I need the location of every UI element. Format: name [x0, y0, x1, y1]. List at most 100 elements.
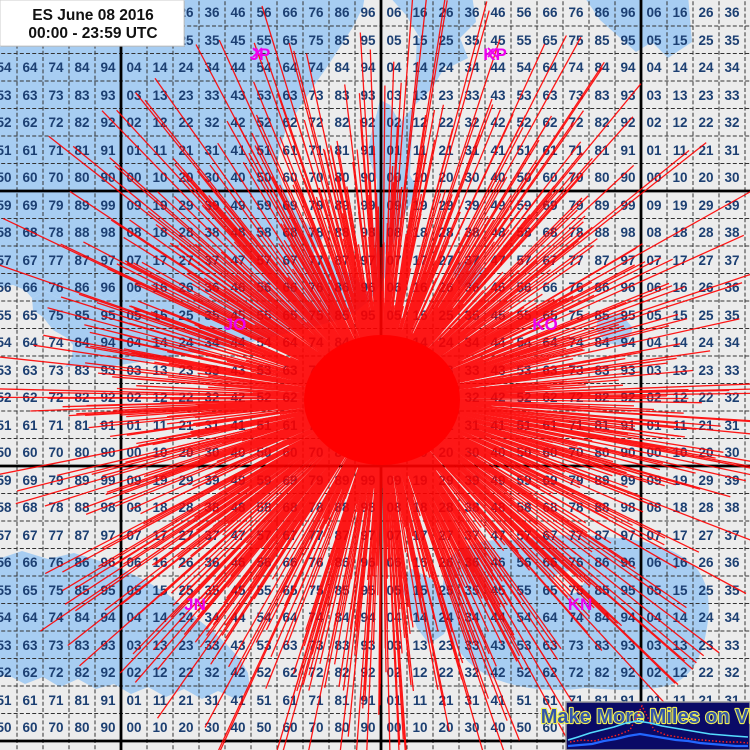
svg-text:83: 83 — [594, 88, 610, 103]
svg-text:27: 27 — [698, 528, 713, 543]
svg-text:64: 64 — [22, 610, 38, 625]
svg-text:22: 22 — [698, 115, 713, 130]
svg-text:17: 17 — [672, 253, 687, 268]
svg-text:50: 50 — [256, 720, 271, 735]
svg-text:56: 56 — [0, 280, 12, 295]
svg-text:16: 16 — [672, 5, 688, 20]
svg-text:31: 31 — [724, 143, 740, 158]
svg-text:26: 26 — [698, 5, 714, 20]
svg-text:67: 67 — [22, 528, 37, 543]
svg-text:35: 35 — [724, 33, 740, 48]
svg-text:11: 11 — [413, 693, 428, 708]
svg-text:73: 73 — [48, 363, 64, 378]
svg-text:55: 55 — [516, 33, 532, 48]
svg-text:29: 29 — [178, 198, 193, 213]
svg-text:59: 59 — [0, 473, 12, 488]
svg-text:22: 22 — [698, 665, 713, 680]
svg-text:53: 53 — [0, 638, 12, 653]
svg-text:03: 03 — [126, 638, 142, 653]
svg-text:60: 60 — [22, 445, 37, 460]
svg-text:KO: KO — [532, 315, 558, 334]
svg-text:64: 64 — [542, 610, 558, 625]
svg-text:80: 80 — [594, 170, 609, 185]
svg-text:93: 93 — [620, 638, 636, 653]
svg-text:56: 56 — [516, 5, 532, 20]
svg-text:50: 50 — [0, 445, 12, 460]
svg-text:66: 66 — [542, 5, 558, 20]
svg-text:71: 71 — [308, 693, 324, 708]
svg-text:64: 64 — [22, 335, 38, 350]
svg-text:51: 51 — [256, 693, 272, 708]
svg-text:58: 58 — [0, 225, 12, 240]
svg-text:02: 02 — [646, 115, 661, 130]
svg-text:10: 10 — [152, 170, 167, 185]
svg-text:60: 60 — [542, 170, 557, 185]
svg-text:65: 65 — [22, 583, 38, 598]
svg-text:91: 91 — [620, 143, 636, 158]
svg-text:70: 70 — [48, 445, 63, 460]
svg-text:13: 13 — [672, 363, 688, 378]
svg-text:21: 21 — [698, 143, 714, 158]
svg-text:15: 15 — [412, 33, 428, 48]
svg-text:13: 13 — [152, 88, 168, 103]
svg-text:95: 95 — [620, 33, 636, 48]
svg-text:52: 52 — [0, 115, 12, 130]
svg-text:36: 36 — [724, 555, 740, 570]
svg-text:70: 70 — [308, 720, 323, 735]
svg-text:82: 82 — [334, 115, 349, 130]
svg-text:33: 33 — [724, 638, 740, 653]
svg-text:34: 34 — [724, 335, 740, 350]
svg-text:32: 32 — [724, 115, 739, 130]
svg-text:23: 23 — [698, 88, 714, 103]
svg-text:68: 68 — [22, 500, 38, 515]
svg-text:90: 90 — [620, 170, 635, 185]
svg-text:64: 64 — [22, 60, 38, 75]
svg-text:14: 14 — [672, 60, 688, 75]
svg-text:14: 14 — [152, 60, 168, 75]
svg-text:71: 71 — [48, 143, 64, 158]
svg-text:05: 05 — [386, 33, 402, 48]
svg-text:66: 66 — [22, 555, 38, 570]
svg-text:12: 12 — [152, 665, 167, 680]
svg-text:33: 33 — [724, 88, 740, 103]
svg-text:84: 84 — [74, 60, 90, 75]
svg-text:06: 06 — [386, 5, 402, 20]
svg-text:66: 66 — [542, 280, 558, 295]
svg-text:24: 24 — [698, 335, 714, 350]
svg-text:82: 82 — [594, 115, 609, 130]
svg-text:54: 54 — [0, 335, 12, 350]
svg-text:31: 31 — [204, 693, 220, 708]
svg-text:04: 04 — [646, 60, 662, 75]
svg-text:71: 71 — [48, 693, 64, 708]
svg-text:50: 50 — [0, 170, 12, 185]
svg-text:66: 66 — [282, 5, 298, 20]
svg-text:94: 94 — [100, 60, 116, 75]
svg-text:43: 43 — [230, 88, 246, 103]
svg-text:82: 82 — [74, 115, 89, 130]
svg-text:69: 69 — [22, 198, 37, 213]
svg-text:75: 75 — [308, 33, 324, 48]
svg-text:88: 88 — [594, 225, 610, 240]
svg-text:20: 20 — [698, 170, 713, 185]
svg-text:20: 20 — [438, 720, 453, 735]
svg-text:63: 63 — [22, 638, 38, 653]
svg-text:08: 08 — [646, 225, 662, 240]
svg-text:11: 11 — [673, 143, 688, 158]
svg-text:ES June 08 2016: ES June 08 2016 — [32, 7, 154, 24]
svg-text:43: 43 — [490, 638, 506, 653]
svg-text:70: 70 — [48, 170, 63, 185]
svg-text:32: 32 — [204, 665, 219, 680]
svg-text:96: 96 — [100, 280, 116, 295]
svg-text:12: 12 — [412, 665, 427, 680]
svg-text:73: 73 — [568, 638, 584, 653]
svg-text:44: 44 — [230, 60, 246, 75]
svg-text:19: 19 — [672, 198, 687, 213]
svg-text:29: 29 — [698, 198, 713, 213]
svg-text:88: 88 — [74, 500, 90, 515]
svg-text:73: 73 — [48, 88, 64, 103]
svg-text:51: 51 — [516, 693, 532, 708]
svg-text:73: 73 — [568, 88, 584, 103]
svg-text:80: 80 — [74, 720, 89, 735]
svg-text:03: 03 — [126, 88, 142, 103]
svg-text:24: 24 — [178, 60, 194, 75]
